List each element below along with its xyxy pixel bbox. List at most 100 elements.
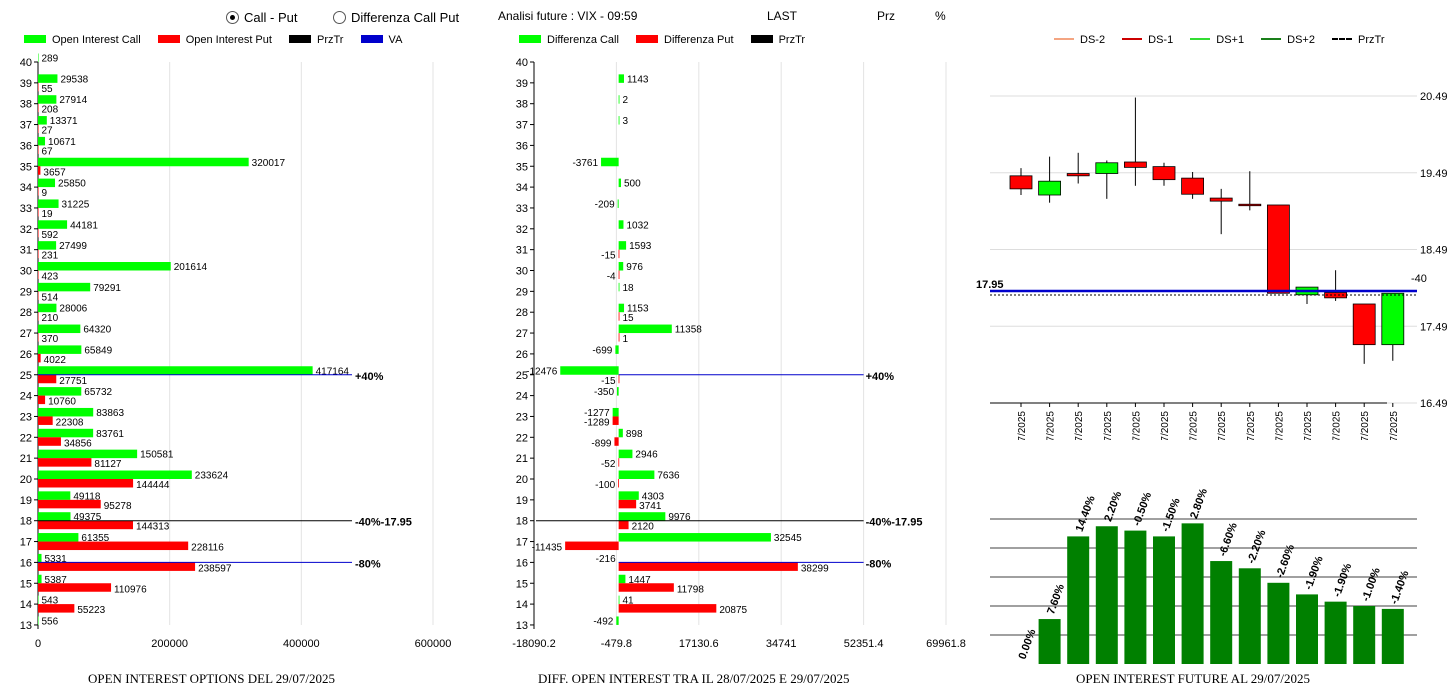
y-tick-label: 19 [516, 495, 528, 507]
put-label: 67 [42, 146, 54, 157]
legend-item: Open Interest Put [157, 34, 272, 46]
call-bar [38, 616, 39, 625]
future-bar-label: -6.60% [1217, 521, 1240, 558]
diff-put-bar [565, 541, 619, 551]
y-tick-label: 21 [516, 453, 528, 465]
put-label: 22308 [56, 417, 84, 428]
y-tick-label: 15 [20, 578, 32, 590]
radio-call-put[interactable]: Call - Put [226, 10, 297, 25]
future-bar-label: -1.90% [1303, 554, 1326, 591]
x-tick-label: 600000 [415, 638, 452, 650]
call-bar [38, 324, 81, 334]
call-bar [38, 387, 82, 396]
x-tick-label: -18090.2 [512, 638, 555, 650]
x-tick-label: 17/07/2025 [1160, 411, 1171, 440]
level-label: -80% [355, 558, 381, 570]
diff-call-bar [618, 428, 623, 438]
x-tick-label: 52351.4 [844, 638, 884, 650]
radio-selected-icon[interactable] [226, 11, 239, 24]
call-bar [38, 595, 39, 605]
put-label: 3657 [43, 167, 66, 178]
diff-call-label: 41 [622, 596, 634, 607]
put-label: 231 [42, 251, 59, 262]
x-tick-label: 25/07/2025 [1332, 411, 1343, 440]
y-tick-label: 28 [516, 307, 528, 319]
future-bar [1353, 606, 1376, 664]
x-tick-label: 200000 [151, 638, 188, 650]
call-bar [38, 95, 57, 104]
diff-call-label: -3761 [572, 158, 598, 169]
prz-label: Prz [877, 9, 895, 23]
radio-diff[interactable]: Differenza Call Put [333, 10, 459, 25]
call-label: 83761 [96, 429, 124, 440]
y-tick-label: 17.49 [1420, 321, 1448, 333]
diff-call-bar [618, 324, 672, 334]
call-bar [38, 512, 71, 521]
x-tick-label: 69961.8 [926, 638, 966, 650]
call-label: 10671 [48, 137, 76, 148]
call-label: 150581 [140, 450, 174, 461]
future-bar-label: -2.20% [1245, 528, 1268, 565]
diff-call-label: 1447 [628, 575, 651, 586]
future-bar [1067, 536, 1090, 664]
put-bar [38, 353, 41, 363]
diff-call-label: 1143 [627, 74, 649, 85]
call-bar [38, 157, 249, 167]
y-tick-label: 17 [516, 537, 528, 549]
legend-item: DS+2 [1261, 34, 1315, 46]
diff-call-bar [615, 345, 619, 354]
put-bar [38, 437, 61, 446]
diff-call-bar [618, 303, 625, 313]
call-label: 65849 [84, 345, 112, 356]
candle-body [1066, 173, 1090, 177]
diff-call-label: 11358 [675, 325, 703, 336]
call-label: 27499 [59, 241, 87, 252]
y-tick-label: 38 [516, 99, 528, 111]
options-chart-title: OPEN INTEREST OPTIONS DEL 29/07/2025 [88, 671, 335, 686]
y-tick-label: 22 [516, 432, 528, 444]
call-label: 543 [42, 596, 59, 607]
diff-put-bar [618, 270, 620, 279]
x-tick-label: 17130.6 [679, 638, 719, 650]
put-bar [38, 124, 39, 134]
diff-put-bar [618, 249, 620, 259]
diff-call-bar [618, 95, 620, 104]
put-label: 210 [42, 313, 59, 324]
diff-call-bar [618, 574, 626, 584]
x-tick-label: 11/07/2025 [1046, 411, 1057, 440]
put-bar [38, 166, 41, 175]
legend-item: DS-2 [1054, 34, 1105, 46]
diff-put-bar [618, 374, 620, 384]
y-tick-label: 16 [20, 557, 32, 569]
diff-put-bar [618, 499, 637, 509]
future-bar [1238, 568, 1261, 664]
future-bar [1267, 582, 1290, 664]
radio-unselected-icon[interactable] [333, 11, 346, 24]
price-label: 17.95 [976, 279, 1004, 291]
y-tick-label: 37 [20, 120, 32, 132]
diff-put-bar [618, 520, 629, 530]
call-bar [38, 241, 57, 250]
x-tick-label: 21/07/2025 [1217, 411, 1228, 440]
future-bar-label: -1.40% [1388, 569, 1411, 606]
call-bar [38, 220, 68, 229]
x-tick-label: 400000 [283, 638, 320, 650]
call-label: 201614 [174, 262, 208, 273]
y-tick-label: 35 [20, 161, 32, 173]
x-tick-label: 22/07/2025 [1246, 411, 1257, 440]
put-bar [38, 103, 39, 113]
pct-label: % [935, 9, 946, 23]
put-label: 27751 [59, 376, 87, 387]
put-label: 55 [42, 84, 54, 95]
put-label: 55223 [77, 605, 105, 616]
diff-call-bar [617, 387, 619, 396]
call-bar [38, 53, 39, 62]
call-label: 29538 [60, 74, 88, 85]
diff-call-bar [601, 157, 619, 167]
put-bar [38, 395, 46, 405]
call-bar [38, 407, 94, 417]
put-label: 34856 [64, 438, 92, 449]
diff-chart-title: DIFF. OPEN INTEREST TRA IL 28/07/2025 E … [538, 671, 850, 686]
diff-call-label: 32545 [774, 533, 802, 544]
future-bar-label: 2.20% [1102, 490, 1124, 524]
